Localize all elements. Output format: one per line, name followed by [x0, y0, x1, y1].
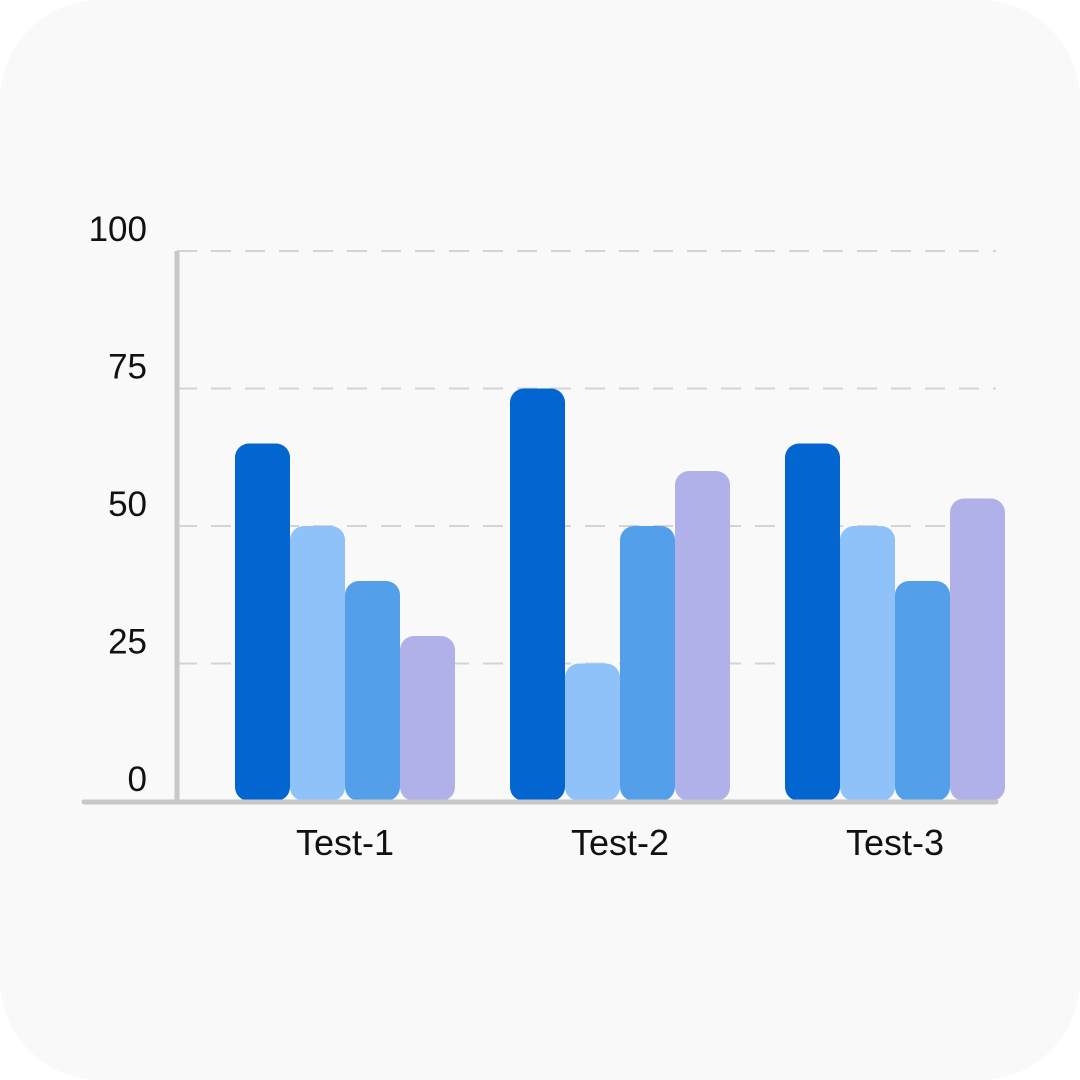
- bar-test-1-series-3: [345, 581, 400, 801]
- bar-test-2-series-3: [620, 526, 675, 801]
- y-tick-label: 100: [89, 210, 147, 249]
- category-label: Test-1: [296, 822, 394, 863]
- bar-test-3-series-3: [895, 581, 950, 801]
- bar-test-1-series-2: [290, 526, 345, 801]
- bar-test-1-series-4: [400, 636, 455, 801]
- y-tick-label: 0: [128, 760, 147, 799]
- bar-test-2-series-4: [675, 471, 730, 801]
- category-label: Test-2: [571, 822, 669, 863]
- bar-test-3-series-1: [785, 443, 840, 801]
- bar-test-3-series-4: [950, 498, 1005, 801]
- y-tick-label: 50: [108, 485, 147, 524]
- category-label: Test-3: [846, 822, 944, 863]
- bar-test-3-series-2: [840, 526, 895, 801]
- axes: [81, 251, 999, 805]
- bar-test-2-series-2: [565, 663, 620, 801]
- bar-test-2-series-1: [510, 388, 565, 801]
- y-tick-labels: 0 25 50 75 100: [89, 210, 147, 799]
- bars: [235, 388, 1005, 801]
- y-tick-label: 75: [108, 348, 147, 387]
- category-labels: Test-1 Test-2 Test-3: [296, 822, 944, 863]
- y-tick-label: 25: [108, 623, 147, 662]
- bar-test-1-series-1: [235, 443, 290, 801]
